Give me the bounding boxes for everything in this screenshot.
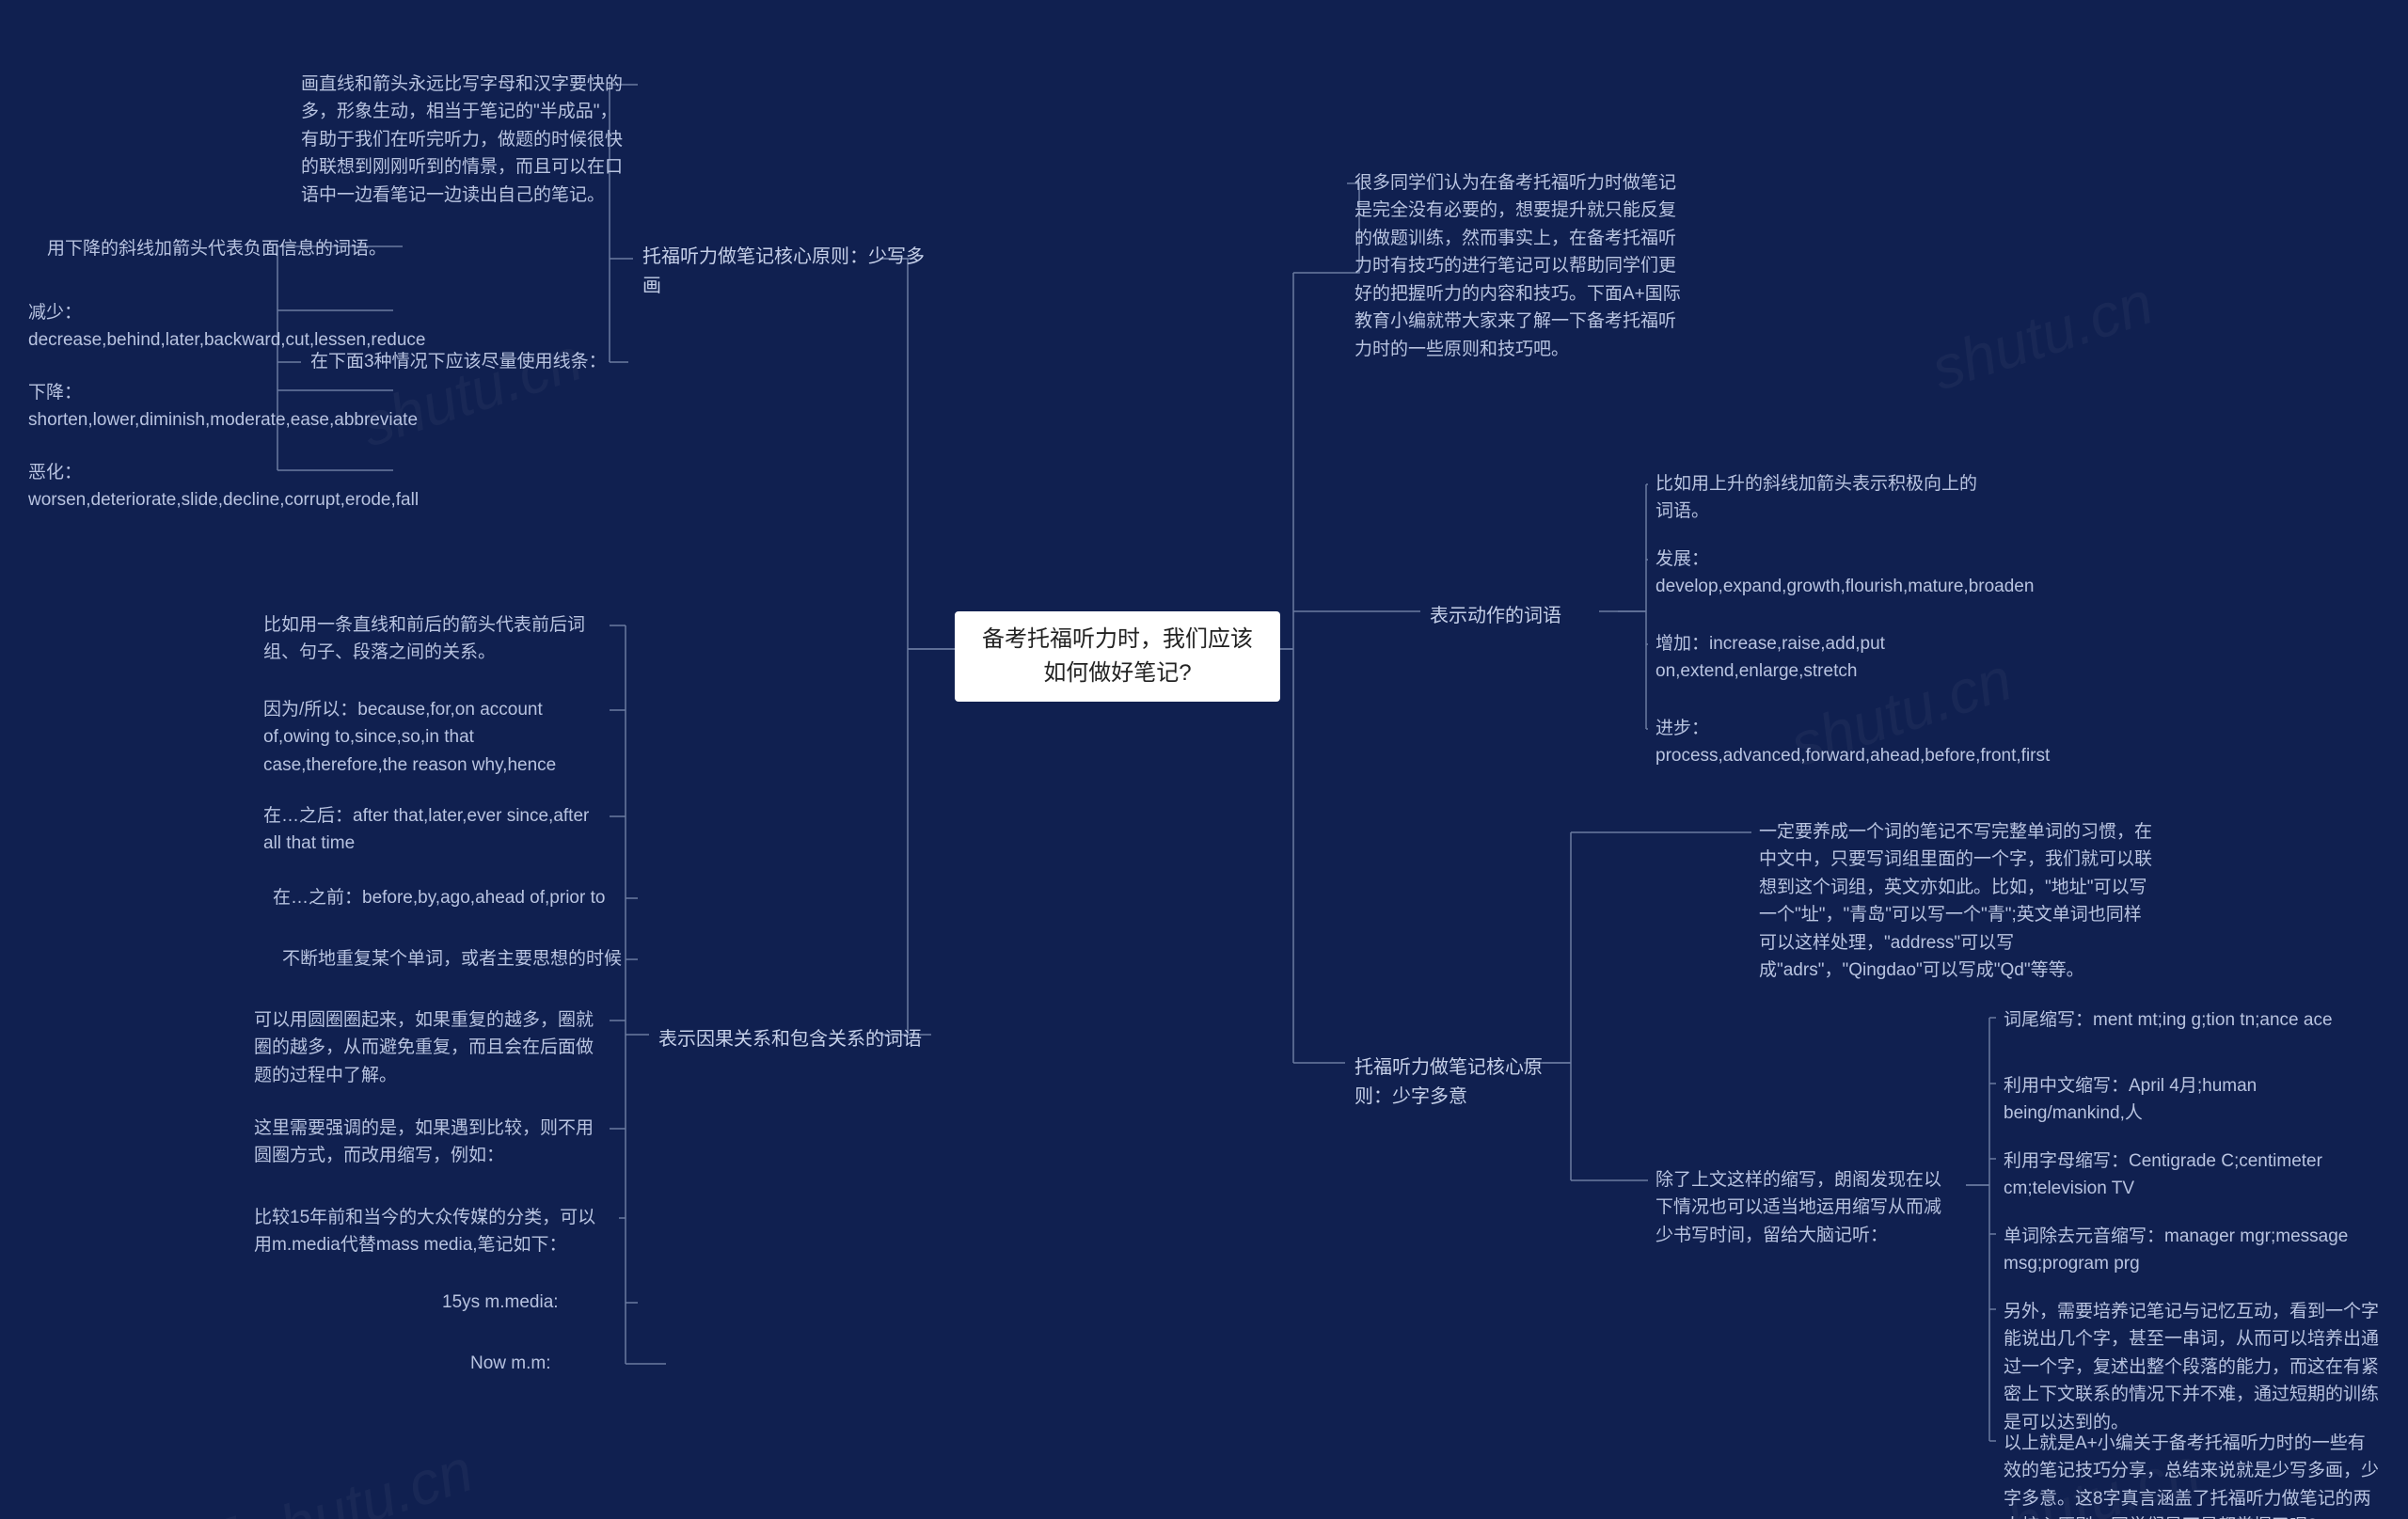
leaf-node: 比较15年前和当今的大众传媒的分类，可以用m.media代替mass media… [254,1204,611,1259]
leaf-node: 利用中文缩写：April 4月;human being/mankind,人 [2004,1072,2361,1128]
branch-label: 托福听力做笔记核心原则：少写多画 [642,243,925,301]
branch-label: 表示动作的词语 [1430,602,1637,631]
leaf-node: 比如用一条直线和前后的箭头代表前后词组、句子、段落之间的关系。 [263,611,602,667]
leaf-node: 画直线和箭头永远比写字母和汉字要快的多，形象生动，相当于笔记的"半成品"，有助于… [301,71,630,209]
leaf-node: 一定要养成一个词的笔记不写完整单词的习惯，在中文中，只要写词组里面的一个字，我们… [1759,818,2154,985]
leaf-node: 15ys m.media: [442,1289,630,1316]
leaf-node: 进步：process,advanced,forward,ahead,before… [1656,715,1994,770]
leaf-node: 很多同学们认为在备考托福听力时做笔记是完全没有必要的，想要提升就只能反复的做题训… [1354,169,1693,363]
leaf-node: 词尾缩写：ment mt;ing g;tion tn;ance ace [2004,1006,2361,1034]
mindmap-canvas: shutu.cnshutu.cnshutu.cn树图 shutu.cnshutu… [0,0,2408,1519]
leaf-node: 在…之后：after that,later,ever since,after a… [263,802,602,858]
leaf-node: 发展：develop,expand,growth,flourish,mature… [1656,546,1994,601]
watermark: shutu.cn [1923,267,2161,403]
leaf-node: 下降：shorten,lower,diminish,moderate,ease,… [28,379,386,435]
leaf-node: 增加：increase,raise,add,put on,extend,enla… [1656,630,1994,686]
leaf-node: 以上就是A+小编关于备考托福听力时的一些有效的笔记技巧分享，总结来说就是少写多画… [2004,1430,2380,1519]
leaf-node: 因为/所以：because,for,on account of,owing to… [263,696,602,779]
leaf-node: 另外，需要培养记笔记与记忆互动，看到一个字能说出几个字，甚至一串词，从而可以培养… [2004,1298,2380,1436]
leaf-node: 比如用上升的斜线加箭头表示积极向上的词语。 [1656,470,1994,526]
branch-label: 表示因果关系和包含关系的词语 [658,1025,941,1054]
branch-label: 托福听力做笔记核心原则：少字多意 [1354,1053,1561,1112]
leaf-node: 减少：decrease,behind,later,backward,cut,le… [28,299,386,355]
center-node: 备考托福听力时，我们应该如何做好笔记? [955,611,1280,702]
leaf-node: 单词除去元音缩写：manager mgr;message msg;program… [2004,1223,2361,1278]
leaf-node: 用下降的斜线加箭头代表负面信息的词语。 [47,235,395,262]
leaf-node: 这里需要强调的是，如果遇到比较，则不用圆圈方式，而改用缩写，例如： [254,1115,602,1170]
leaf-node: 利用字母缩写：Centigrade C;centimeter cm;televi… [2004,1147,2361,1203]
leaf-node: 恶化：worsen,deteriorate,slide,decline,corr… [28,459,386,514]
leaf-node: 不断地重复某个单词，或者主要思想的时候 [282,945,630,973]
leaf-node: 可以用圆圈圈起来，如果重复的越多，圈就圈的越多，从而避免重复，而且会在后面做题的… [254,1006,602,1089]
leaf-node: 在…之前：before,by,ago,ahead of,prior to [273,884,630,911]
leaf-node: 除了上文这样的缩写，朗阁发现在以下情况也可以适当地运用缩写从而减少书写时间，留给… [1656,1166,1956,1249]
leaf-node: Now m.m: [470,1350,658,1377]
watermark: 树图 shutu.cn [108,1422,482,1519]
